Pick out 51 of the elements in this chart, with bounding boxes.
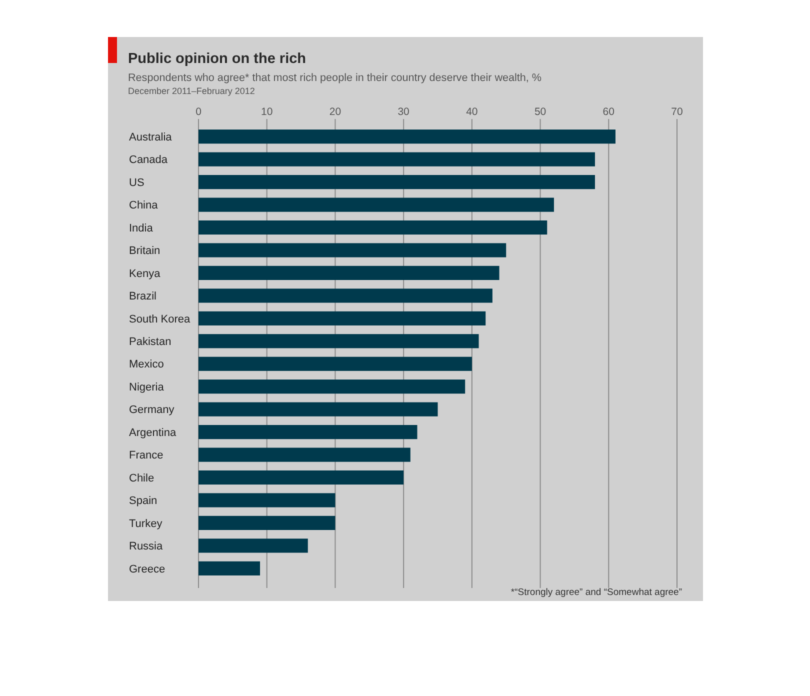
y-tick-label: Russia bbox=[129, 540, 164, 553]
bar bbox=[198, 266, 500, 280]
bar bbox=[198, 220, 548, 235]
y-tick-label: South Korea bbox=[129, 313, 192, 326]
bar bbox=[198, 380, 466, 394]
bar bbox=[198, 425, 418, 440]
y-tick-label: Britain bbox=[129, 245, 160, 258]
bar bbox=[198, 538, 308, 553]
bar bbox=[198, 288, 492, 303]
bar bbox=[198, 198, 554, 212]
y-tick-label: China bbox=[129, 200, 159, 212]
chart-title: Public opinion on the rich bbox=[128, 51, 306, 67]
y-tick-label: Mexico bbox=[129, 358, 164, 371]
bar bbox=[198, 243, 506, 258]
y-tick-label: Chile bbox=[129, 472, 154, 484]
chart-subtitle: Respondents who agree* that most rich people in their country deserve their wealth, % December 2011–February 2012 bbox=[128, 72, 542, 96]
y-tick-label: France bbox=[129, 450, 164, 462]
bar bbox=[198, 516, 336, 530]
y-tick-label: Canada bbox=[129, 154, 168, 166]
y-tick-label: Argentina bbox=[129, 426, 177, 439]
bar bbox=[198, 561, 260, 576]
y-tick-label: Brazil bbox=[129, 290, 157, 303]
y-tick-label: Greece bbox=[129, 563, 166, 576]
bar bbox=[198, 356, 472, 371]
y-tick-label: Turkey bbox=[129, 518, 163, 530]
y-tick-label: Spain bbox=[129, 495, 158, 508]
x-tick-label: 30 bbox=[398, 106, 410, 118]
y-tick-label: Australia bbox=[129, 131, 173, 144]
x-tick-label: 50 bbox=[534, 106, 546, 118]
annotation: *“Strongly agree” and “Somewhat agree” bbox=[510, 587, 682, 598]
x-tick-label: 20 bbox=[329, 106, 342, 118]
bar bbox=[198, 311, 486, 326]
bar bbox=[198, 152, 595, 166]
bar bbox=[198, 334, 479, 348]
x-tick-label: 0 bbox=[196, 106, 202, 118]
bar bbox=[198, 448, 410, 462]
x-tick-label: 60 bbox=[602, 106, 615, 118]
bar bbox=[198, 130, 616, 144]
bar bbox=[198, 493, 336, 508]
y-tick-label: Pakistan bbox=[129, 336, 172, 348]
x-tick-label: 10 bbox=[261, 106, 273, 118]
bar bbox=[198, 470, 404, 485]
y-tick-label: Nigeria bbox=[129, 381, 165, 394]
bar bbox=[198, 402, 438, 416]
bar bbox=[198, 175, 595, 190]
y-tick-label: US bbox=[129, 176, 144, 189]
y-tick-label: Germany bbox=[129, 404, 175, 416]
y-tick-label: India bbox=[129, 222, 154, 234]
x-tick-label: 40 bbox=[466, 106, 478, 118]
y-tick-label: Kenya bbox=[129, 268, 162, 280]
x-tick-label: 70 bbox=[671, 106, 683, 118]
